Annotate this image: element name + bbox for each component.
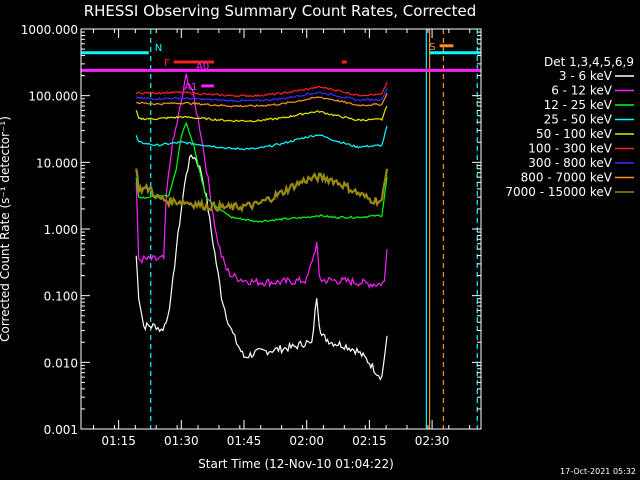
y-tick-label-5: 0.010 (44, 356, 78, 370)
y-tick-label-1: 100.000 (28, 90, 78, 104)
y-axis: 1000.000 100.000 10.000 1.000 0.100 0.010 0.00… (21, 23, 481, 437)
legend-label-5: 100 - 300 keV (528, 142, 612, 156)
y-tick-label-6: 0.001 (44, 423, 78, 437)
series-line-2 (135, 121, 388, 223)
series-line-0 (135, 154, 388, 381)
legend-label-4: 50 - 100 keV (536, 127, 613, 141)
x-axis-label: Start Time (12-Nov-10 01:04:22) (198, 457, 394, 471)
legend-label-0: 3 - 6 keV (559, 69, 613, 83)
legend-label-3: 25 - 50 keV (544, 113, 613, 127)
legend-label-1: 6 - 12 keV (551, 84, 613, 98)
series-line-6 (135, 87, 388, 103)
y-tick-label-2: 10.000 (36, 156, 78, 170)
y-axis-label: Corrected Count Rate (s⁻¹ detector⁻¹) (0, 116, 12, 342)
footer-timestamp: 17-Oct-2021 05:32 (560, 467, 636, 476)
x-tick-label-2: 01:45 (227, 434, 262, 448)
series-line-1 (135, 73, 388, 290)
y-tick-label-3: 1.000 (44, 223, 78, 237)
x-tick-label-1: 01:30 (164, 434, 199, 448)
x-axis: 01:15 01:30 01:45 02:00 02:15 02:30 (93, 29, 471, 448)
state-label-N: N (155, 43, 162, 54)
legend-header: Det 1,3,4,5,6,9 (544, 55, 634, 69)
legend-label-6: 300 - 800 keV (528, 156, 612, 170)
x-tick-label-0: 01:15 (101, 434, 136, 448)
series-line-3 (135, 125, 388, 151)
y-tick-label-0: 1000.000 (21, 23, 78, 37)
series-line-4 (135, 105, 388, 123)
plot-frame (80, 28, 482, 430)
series-line-8 (135, 168, 389, 213)
state-label-F: F (164, 58, 170, 69)
y-tick-label-4: 0.100 (44, 290, 78, 304)
series-line-5 (135, 81, 388, 98)
state-label-A0: A0 (196, 61, 209, 72)
legend-label-2: 12 - 25 keV (544, 98, 613, 112)
x-tick-label-3: 02:00 (289, 434, 324, 448)
x-tick-label-4: 02:15 (352, 434, 387, 448)
state-label-S: S (429, 42, 435, 53)
chart-title: RHESSI Observing Summary Count Rates, Co… (84, 2, 477, 20)
legend-label-7: 800 - 7000 keV (521, 171, 613, 185)
legend-label-8: 7000 - 15000 keV (505, 185, 612, 199)
series-line-7 (136, 92, 388, 108)
x-tick-label-5: 02:30 (415, 434, 450, 448)
